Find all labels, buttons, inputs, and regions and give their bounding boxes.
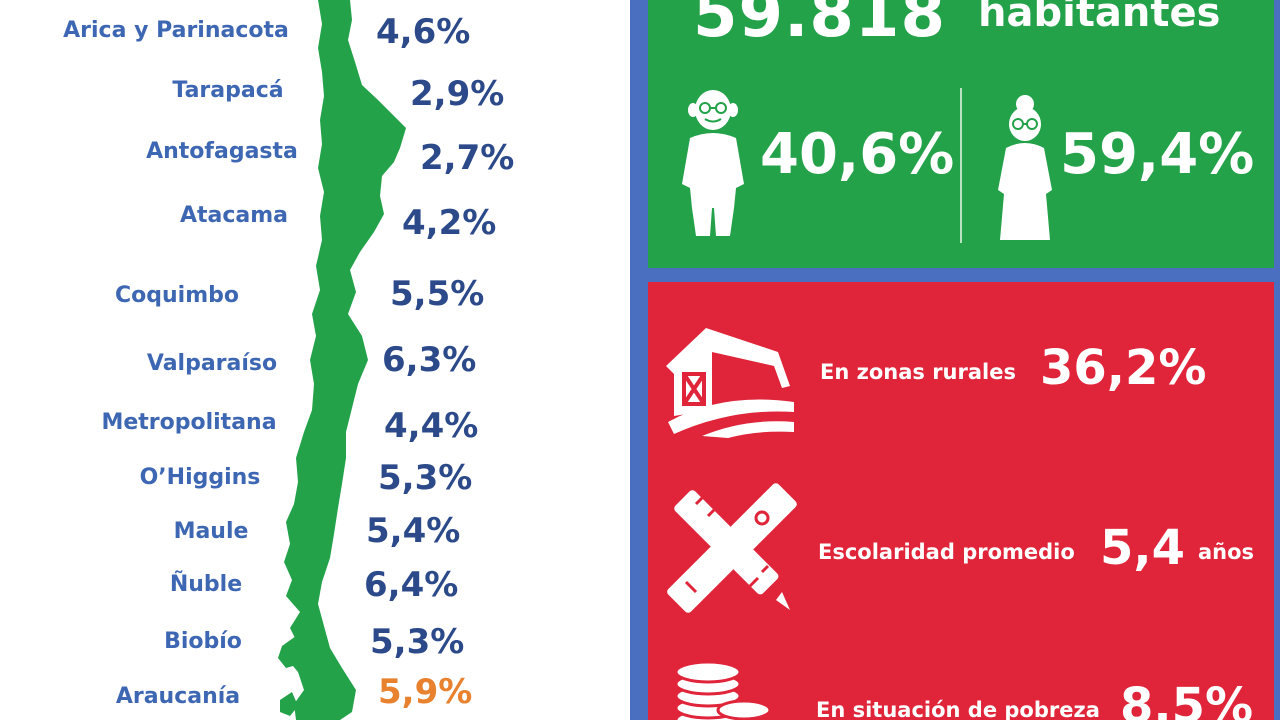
population-label: habitantes [978,0,1221,36]
region-pct-nuble: 6,4% [364,565,459,605]
population-number: 59.818 [693,0,946,52]
region-pct-arica: 4,6% [376,12,471,52]
region-label-antofagasta: Antofagasta [146,139,298,164]
poverty-value: 8,5% [1120,678,1254,720]
region-pct-tarapaca: 2,9% [410,74,505,114]
rural-value: 36,2% [1040,340,1207,396]
barn-icon [666,328,794,438]
region-label-biobio: Biobío [164,629,242,654]
gender-divider [960,88,962,243]
region-label-ohiggins: O’Higgins [139,465,261,490]
region-label-tarapaca: Tarapacá [172,78,284,103]
region-pct-ohiggins: 5,3% [378,458,473,498]
schooling-value: 5,4 [1100,520,1186,576]
chile-map-shape [278,0,406,720]
schooling-label: Escolaridad promedio [818,540,1075,564]
region-label-metropolitana: Metropolitana [101,410,277,435]
elderly-woman-icon [998,95,1052,240]
regional-map-panel: Arica y Parinacota 4,6% Tarapacá 2,9% An… [0,0,630,720]
region-label-maule: Maule [173,519,249,544]
region-pct-araucania: 5,9% [378,672,473,712]
region-pct-valparaiso: 6,3% [382,340,477,380]
schooling-unit: años [1198,540,1255,564]
coins-icon [674,660,772,720]
region-pct-coquimbo: 5,5% [390,274,485,314]
ruler-pencil-icon [667,483,797,613]
region-label-coquimbo: Coquimbo [115,283,239,308]
region-label-araucania: Araucanía [115,684,241,709]
region-pct-biobio: 5,3% [370,622,465,662]
elderly-man-icon [682,90,744,236]
region-label-nuble: Ñuble [169,572,243,597]
region-pct-maule: 5,4% [366,511,461,551]
poverty-label: En situación de pobreza [816,698,1100,720]
male-percentage: 40,6% [760,122,955,187]
rural-label: En zonas rurales [820,360,1016,384]
region-label-valparaiso: Valparaíso [146,351,278,376]
population-panel: 59.818 habitantes 40,6% 59,4% [648,0,1274,268]
region-label-atacama: Atacama [179,203,289,228]
region-label-arica: Arica y Parinacota [63,18,289,43]
region-pct-metropolitana: 4,4% [384,406,479,446]
female-percentage: 59,4% [1060,122,1255,187]
statistics-panel: En zonas rurales 36,2% Escolaridad prome… [648,282,1274,720]
region-pct-atacama: 4,2% [402,203,497,243]
region-pct-antofagasta: 2,7% [420,138,515,178]
